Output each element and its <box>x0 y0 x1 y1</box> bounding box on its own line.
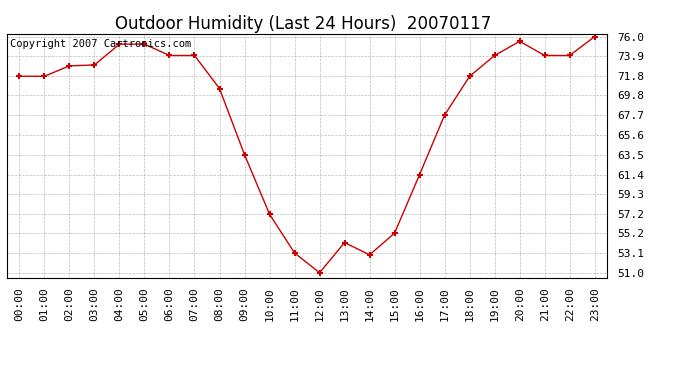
Text: Copyright 2007 Cartronics.com: Copyright 2007 Cartronics.com <box>10 39 191 49</box>
Text: Outdoor Humidity (Last 24 Hours)  20070117: Outdoor Humidity (Last 24 Hours) 2007011… <box>115 15 492 33</box>
